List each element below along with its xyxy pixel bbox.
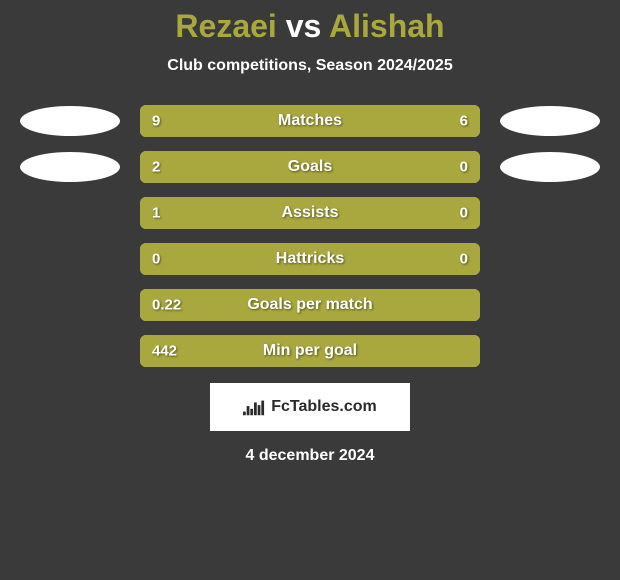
stat-row: Min per goal 442 (0, 335, 620, 367)
bar-fill-right (402, 197, 480, 229)
avatar-right (500, 152, 600, 182)
stat-bar: Assists 1 0 (140, 197, 480, 229)
avatar-spacer (20, 198, 120, 228)
stat-value-right: 0 (460, 251, 468, 268)
subtitle: Club competitions, Season 2024/2025 (0, 57, 620, 75)
stats-rows: Matches96Goals20Assists10Hattricks00Goal… (0, 105, 620, 367)
stat-label: Assists (282, 204, 339, 222)
stat-label: Hattricks (276, 250, 344, 268)
title-player2: Alishah (329, 8, 445, 44)
bar-chart-icon (243, 398, 265, 416)
avatar-spacer (500, 244, 600, 274)
stat-value-right: 6 (460, 113, 468, 130)
avatar-right (500, 106, 600, 136)
stat-value-left: 0 (152, 251, 160, 268)
stat-bar: Goals 2 0 (140, 151, 480, 183)
title-player1: Rezaei (175, 8, 276, 44)
stat-value-right: 0 (460, 205, 468, 222)
stat-label: Matches (278, 112, 342, 130)
stat-bar: Matches 9 6 (140, 105, 480, 137)
stat-row: Assists 1 0 (0, 197, 620, 229)
stat-label: Min per goal (263, 342, 357, 360)
date-text: 4 december 2024 (0, 447, 620, 465)
stat-value-left: 0.22 (152, 297, 181, 314)
stat-value-right: 0 (460, 159, 468, 176)
stat-row: Goals per match 0.22 (0, 289, 620, 321)
avatar-left (20, 106, 120, 136)
page-title: Rezaei vs Alishah (0, 8, 620, 45)
logo-box: FcTables.com (210, 383, 410, 431)
bar-fill-left (140, 197, 402, 229)
avatar-spacer (500, 336, 600, 366)
avatar-spacer (20, 290, 120, 320)
avatar-left (20, 152, 120, 182)
title-vs: vs (286, 8, 322, 44)
avatar-spacer (20, 244, 120, 274)
stat-row: Goals 2 0 (0, 151, 620, 183)
avatar-spacer (20, 336, 120, 366)
stat-label: Goals per match (247, 296, 372, 314)
stat-bar: Goals per match 0.22 (140, 289, 480, 321)
comparison-infographic: Rezaei vs Alishah Club competitions, Sea… (0, 0, 620, 580)
stat-value-left: 442 (152, 343, 177, 360)
stat-row: Hattricks 0 0 (0, 243, 620, 275)
bar-fill-left (140, 151, 402, 183)
stat-bar: Hattricks 0 0 (140, 243, 480, 275)
avatar-spacer (500, 290, 600, 320)
stat-value-left: 1 (152, 205, 160, 222)
logo-text: FcTables.com (271, 398, 377, 416)
avatar-spacer (500, 198, 600, 228)
stat-label: Goals (288, 158, 332, 176)
stat-row: Matches 9 6 (0, 105, 620, 137)
stat-bar: Min per goal 442 (140, 335, 480, 367)
stat-value-left: 9 (152, 113, 160, 130)
stat-value-left: 2 (152, 159, 160, 176)
bar-fill-right (402, 151, 480, 183)
